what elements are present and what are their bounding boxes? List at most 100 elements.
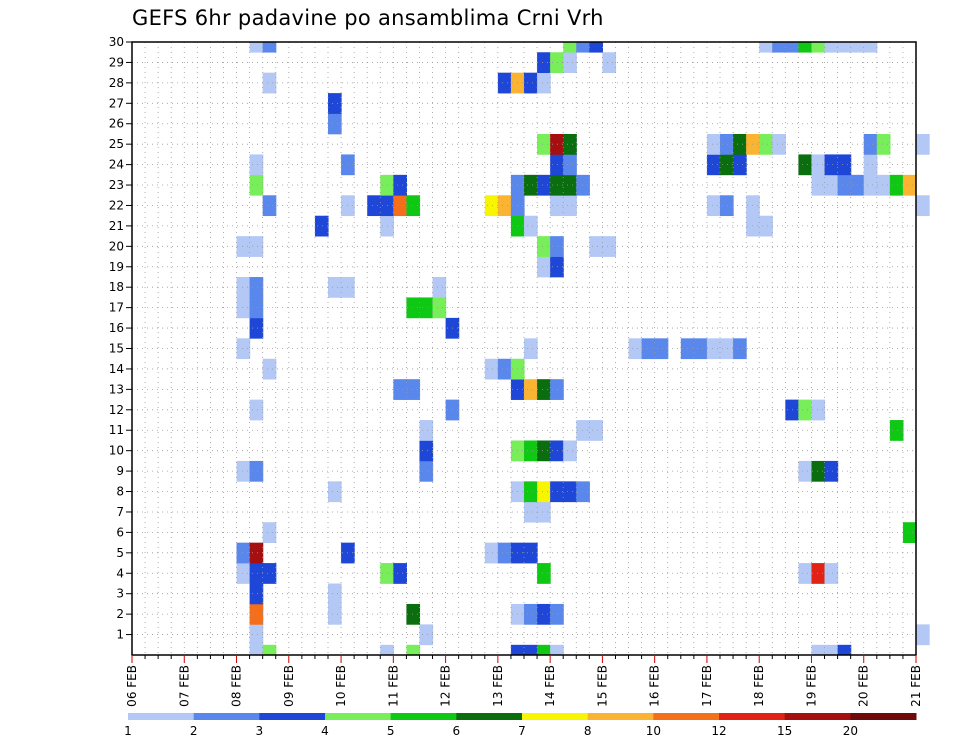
heatmap-cell [824, 174, 839, 196]
heatmap-cell [902, 522, 917, 543]
heatmap-cell [733, 154, 747, 176]
heatmap-cell [811, 644, 826, 656]
heatmap-cell [328, 277, 342, 298]
colorbar-label: 15 [777, 724, 792, 738]
heatmap-cell [863, 42, 878, 53]
heatmap-cell [733, 133, 747, 155]
colorbar-swatch [193, 713, 260, 720]
heatmap-cell [419, 297, 434, 319]
x-tick-label: 07 FEB [177, 665, 191, 707]
heatmap-cell [537, 563, 551, 584]
heatmap-cell [249, 542, 264, 564]
heatmap-cell [589, 236, 603, 257]
heatmap-cell [236, 277, 251, 298]
heatmap-cell [380, 644, 394, 656]
heatmap-cell [563, 195, 577, 217]
heatmap-cell [328, 93, 342, 114]
colorbar-swatch [259, 713, 326, 720]
heatmap-cell [406, 603, 421, 625]
heatmap-cell [236, 563, 251, 584]
y-tick-label: 5 [116, 546, 124, 560]
heatmap-cell [406, 297, 421, 319]
heatmap-cell [902, 174, 917, 196]
heatmap-cell [811, 174, 826, 196]
colorbar-label: 6 [453, 724, 461, 738]
heatmap-cell [236, 236, 251, 257]
heatmap-cell [537, 236, 551, 257]
y-tick-label: 29 [109, 55, 124, 69]
y-tick-label: 13 [109, 382, 124, 396]
heatmap-cell [706, 338, 721, 360]
colorbar-swatch [653, 713, 720, 720]
heatmap-cell [706, 154, 721, 176]
heatmap-cell [706, 195, 721, 217]
heatmap-cell [328, 583, 342, 605]
x-tick-label: 20 FEB [857, 665, 871, 707]
heatmap-cell [249, 644, 264, 656]
heatmap-cell [576, 420, 590, 441]
heatmap-cell [406, 195, 421, 217]
heatmap-cell [916, 195, 930, 217]
heatmap-cell [550, 133, 564, 155]
y-tick-label: 16 [109, 321, 124, 335]
heatmap-cell [236, 338, 251, 360]
heatmap-cell [863, 133, 878, 155]
colorbar-swatch [390, 713, 457, 720]
x-tick-label: 09 FEB [282, 665, 296, 707]
heatmap-cell [720, 154, 734, 176]
colorbar-swatch [784, 713, 851, 720]
heatmap-cell [524, 644, 538, 656]
heatmap-cell [589, 420, 603, 441]
y-tick-label: 30 [109, 35, 124, 49]
heatmap-cell [524, 215, 538, 237]
colorbar-label: 1 [124, 724, 132, 738]
heatmap-cell [393, 195, 407, 217]
heatmap-cell [328, 113, 342, 135]
heatmap-cell [772, 133, 786, 155]
colorbar-swatch [325, 713, 392, 720]
colorbar-swatch [128, 713, 195, 720]
heatmap-cell [837, 644, 852, 656]
heatmap-cell [550, 256, 564, 278]
heatmap-cell [419, 624, 434, 646]
heatmap-cell [249, 399, 264, 421]
heatmap-cell [262, 72, 277, 94]
heatmap-cell [785, 42, 799, 53]
heatmap-cell [432, 297, 447, 319]
x-tick-label: 19 FEB [804, 665, 818, 707]
heatmap-cell [563, 481, 577, 503]
heatmap-cell [537, 501, 551, 523]
heatmap-cell [314, 215, 329, 237]
heatmap-cell [262, 358, 277, 380]
heatmap-cell [419, 420, 434, 441]
heatmap-cell [550, 52, 564, 74]
heatmap-cell [537, 440, 551, 462]
heatmap-cell [576, 42, 590, 53]
heatmap-cell [249, 624, 264, 646]
heatmap-cell [497, 542, 512, 564]
heatmap-cell [563, 52, 577, 74]
heatmap-cell [550, 644, 564, 656]
colorbar-label: 2 [190, 724, 198, 738]
heatmap-cells [236, 42, 930, 656]
y-tick-label: 8 [116, 485, 124, 499]
heatmap-cell [837, 42, 852, 53]
y-tick-label: 26 [109, 117, 124, 131]
heatmap-cell [837, 174, 852, 196]
colorbar-label: 3 [256, 724, 264, 738]
x-tick-label: 10 FEB [334, 665, 348, 707]
heatmap-cell [537, 603, 551, 625]
x-tick-label: 08 FEB [230, 665, 244, 707]
heatmap-cell [550, 379, 564, 400]
heatmap-cell [576, 481, 590, 503]
heatmap-cell [393, 563, 407, 584]
y-tick-label: 2 [116, 607, 124, 621]
heatmap-cell [916, 133, 930, 155]
heatmap-cell [628, 338, 643, 360]
heatmap-cell [824, 42, 839, 53]
heatmap-cell [759, 215, 773, 237]
x-axis: 06 FEB 07 FEB 08 FEB 09 FEB 10 FEB 11 FEB 12 F… [125, 655, 923, 707]
heatmap-cell [262, 195, 277, 217]
heatmap-cell [524, 481, 538, 503]
